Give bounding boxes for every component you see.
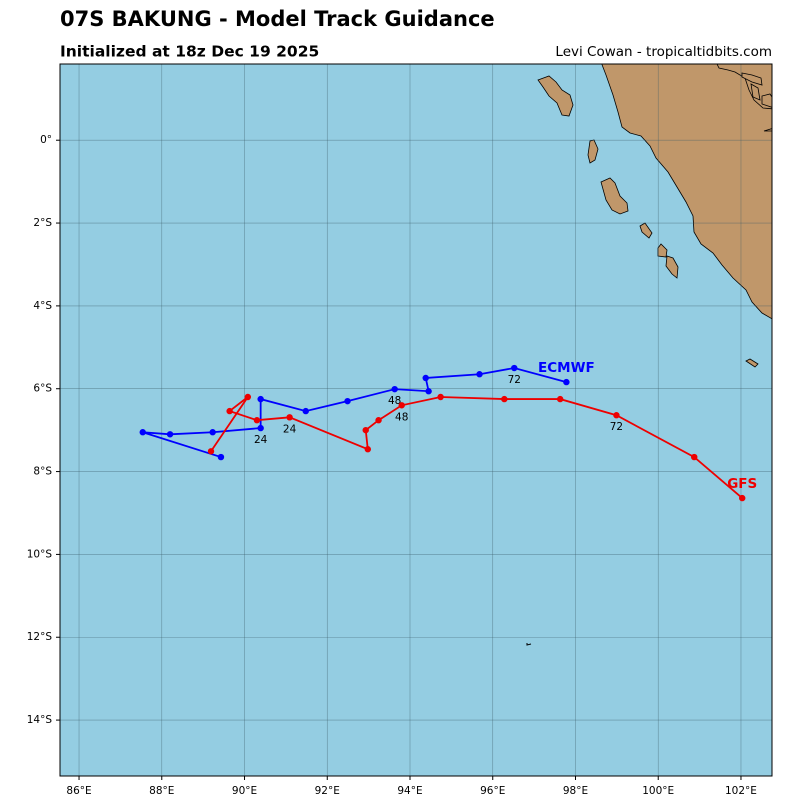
track-point (511, 364, 518, 372)
chart-title: 07S BAKUNG - Model Track Guidance (60, 7, 495, 31)
hour-label: 72 (508, 374, 521, 386)
y-tick-label: 4°S (33, 300, 52, 312)
track-point (207, 448, 215, 455)
track-point (422, 374, 429, 382)
y-tick-label: 6°S (33, 383, 52, 395)
x-tick-label: 100°E (642, 785, 674, 797)
chart-subtitle: Initialized at 18z Dec 19 2025 (60, 43, 319, 61)
model-name: GFS (727, 476, 757, 492)
track-point (364, 446, 372, 453)
island (526, 643, 532, 646)
credit: Levi Cowan - tropicaltidbits.com (555, 44, 772, 60)
track-point (217, 453, 225, 461)
track-point (375, 417, 382, 424)
track-point (166, 431, 174, 438)
track-point (563, 378, 570, 386)
land (763, 128, 772, 132)
track-point (556, 395, 564, 403)
land (639, 222, 653, 239)
track-point (344, 397, 351, 405)
hour-label: 48 (388, 395, 401, 407)
x-tick-label: 94°E (397, 785, 422, 797)
track-point (286, 414, 293, 421)
y-tick-label: 8°S (33, 466, 52, 478)
hour-label: 72 (610, 421, 623, 433)
x-tick-label: 96°E (480, 785, 505, 797)
ocean (60, 64, 772, 776)
track-point (257, 395, 264, 403)
land (745, 358, 759, 368)
model-name: ECMWF (538, 360, 595, 376)
x-tick-label: 102°E (725, 785, 757, 797)
track-point (302, 407, 309, 415)
hour-label: 48 (395, 411, 408, 423)
hour-label: 24 (254, 434, 268, 446)
y-tick-label: 0° (40, 134, 52, 146)
y-tick-label: 12°S (27, 631, 53, 643)
track-point (391, 385, 398, 393)
land (741, 72, 763, 86)
land (601, 64, 772, 320)
track-point (691, 453, 698, 461)
land (750, 83, 761, 101)
track-point (362, 426, 369, 434)
x-tick-label: 98°E (563, 785, 588, 797)
x-tick-label: 92°E (315, 785, 340, 797)
track-point (476, 371, 483, 378)
plot-frame (59, 63, 773, 777)
land (537, 75, 574, 117)
track-point (425, 388, 432, 395)
land (600, 177, 629, 215)
y-tick-label: 14°S (27, 714, 53, 726)
track-point (253, 417, 261, 424)
y-tick-label: 10°S (27, 548, 53, 560)
track-point (209, 429, 216, 436)
x-tick-label: 90°E (232, 785, 257, 797)
track-point (226, 407, 233, 415)
land (761, 93, 772, 108)
track-point (257, 424, 264, 432)
track-point (739, 494, 746, 502)
y-tick-label: 2°S (33, 217, 52, 229)
track-point (437, 393, 444, 401)
hour-label: 24 (283, 423, 297, 435)
track-point (139, 429, 146, 436)
track-point (501, 395, 508, 403)
track-point (244, 393, 252, 401)
track-point (398, 402, 405, 409)
x-tick-label: 86°E (66, 785, 91, 797)
data-layer: 86°E 88°E 90°E 92°E 94°E 96°E 98°E 100°E 102°E 0°… (27, 64, 772, 797)
land (665, 255, 679, 279)
track-line (142, 367, 567, 458)
x-tick-label: 88°E (149, 785, 174, 797)
track-point (613, 412, 620, 419)
